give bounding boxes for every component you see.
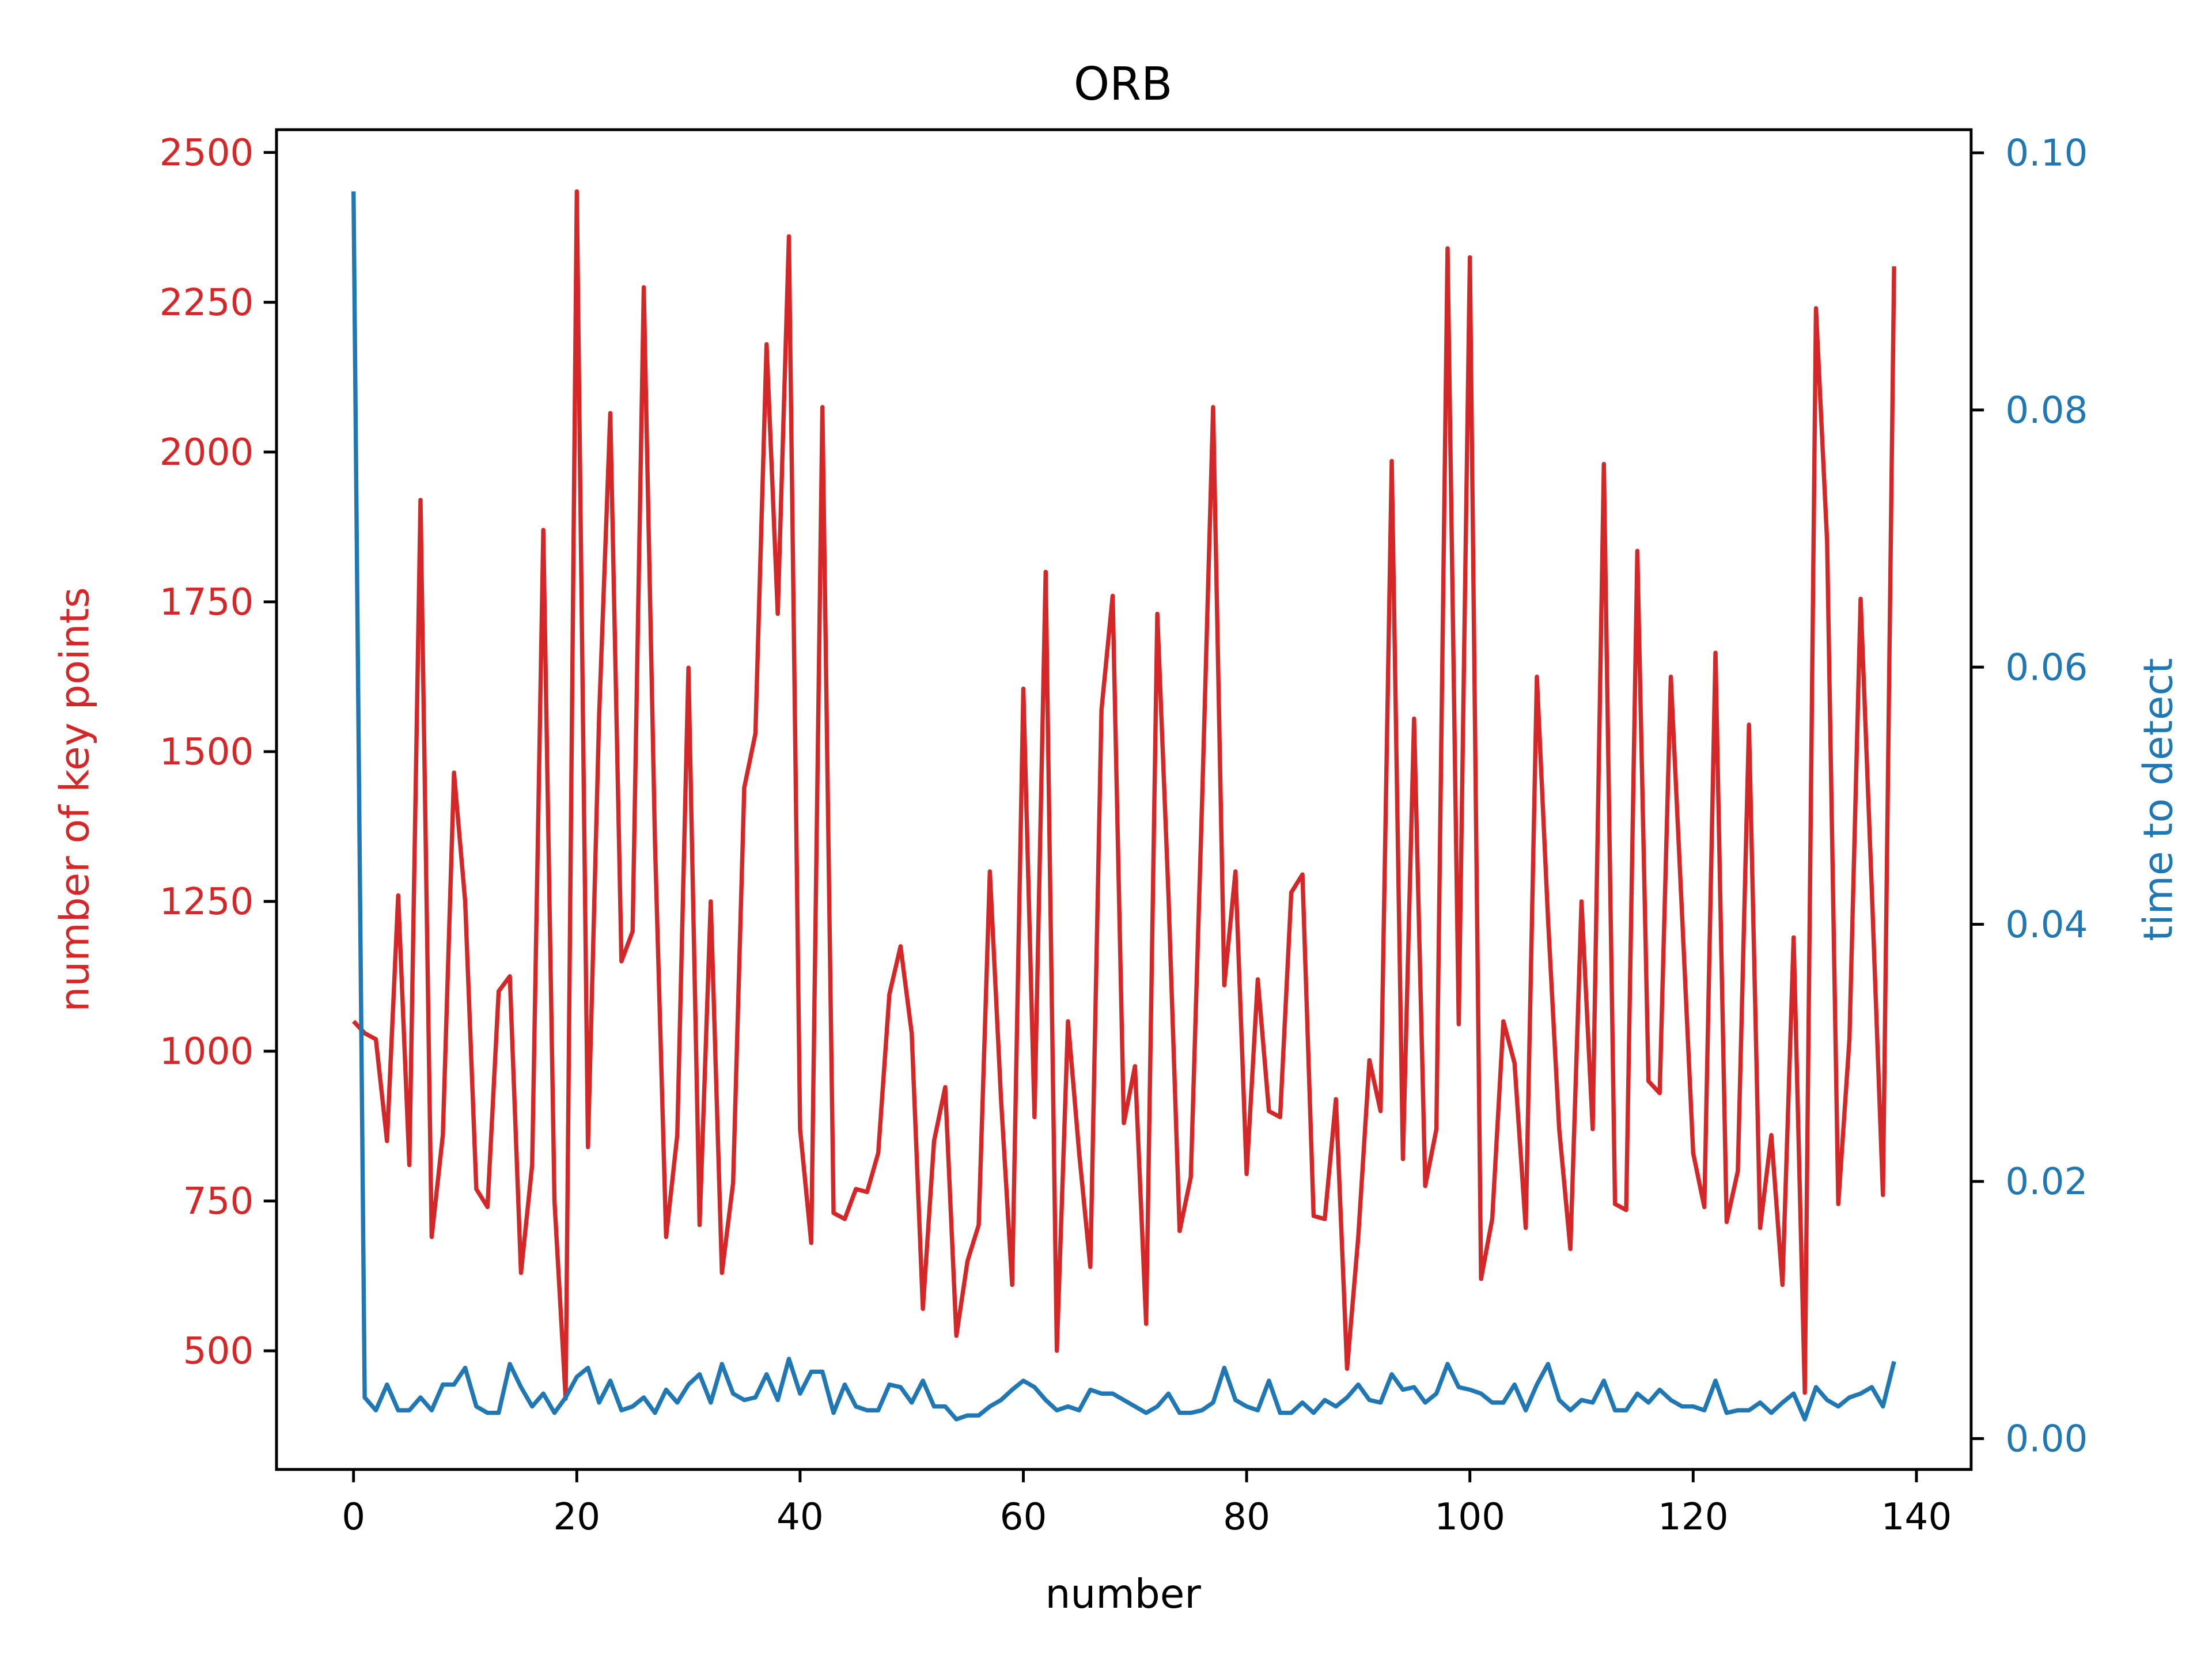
x-tick-label: 40 [777,1495,824,1539]
x-tick-label: 80 [1223,1495,1270,1539]
x-tick-label: 120 [1658,1495,1729,1539]
series-line [352,189,1896,1401]
plot-frame [275,128,1973,1471]
y2-tick-label: 0.08 [2005,389,2088,432]
y-tick-label: 750 [183,1180,254,1223]
y2-tick-label: 0.00 [2005,1418,2088,1461]
y2-tick-label: 0.04 [2005,903,2088,946]
x-tick-label: 0 [342,1495,365,1539]
x-tick-label: 100 [1434,1495,1505,1539]
y2-tick-label: 0.02 [2005,1160,2088,1203]
y-tick-label: 1500 [160,730,254,774]
y-tick-label: 2000 [160,431,254,474]
y2-axis-label: time to detect [2136,658,2182,941]
y-tick-label: 500 [183,1330,254,1373]
x-tick-label: 140 [1881,1495,1952,1539]
y-axis-label: number of key points [52,587,98,1012]
y-tick-label: 2500 [160,131,254,175]
y-tick-label: 1000 [160,1030,254,1073]
y-tick-label: 2250 [160,281,254,324]
y-tick-label: 1750 [160,581,254,624]
x-axis-label: number [1046,1571,1202,1618]
y-tick-label: 1250 [160,880,254,923]
series-line [351,191,1896,1422]
x-tick-label: 60 [1000,1495,1047,1539]
x-tick-label: 20 [553,1495,600,1539]
y2-tick-label: 0.10 [2005,132,2088,175]
y2-tick-label: 0.06 [2005,646,2088,689]
chart-title: ORB [1074,58,1173,111]
